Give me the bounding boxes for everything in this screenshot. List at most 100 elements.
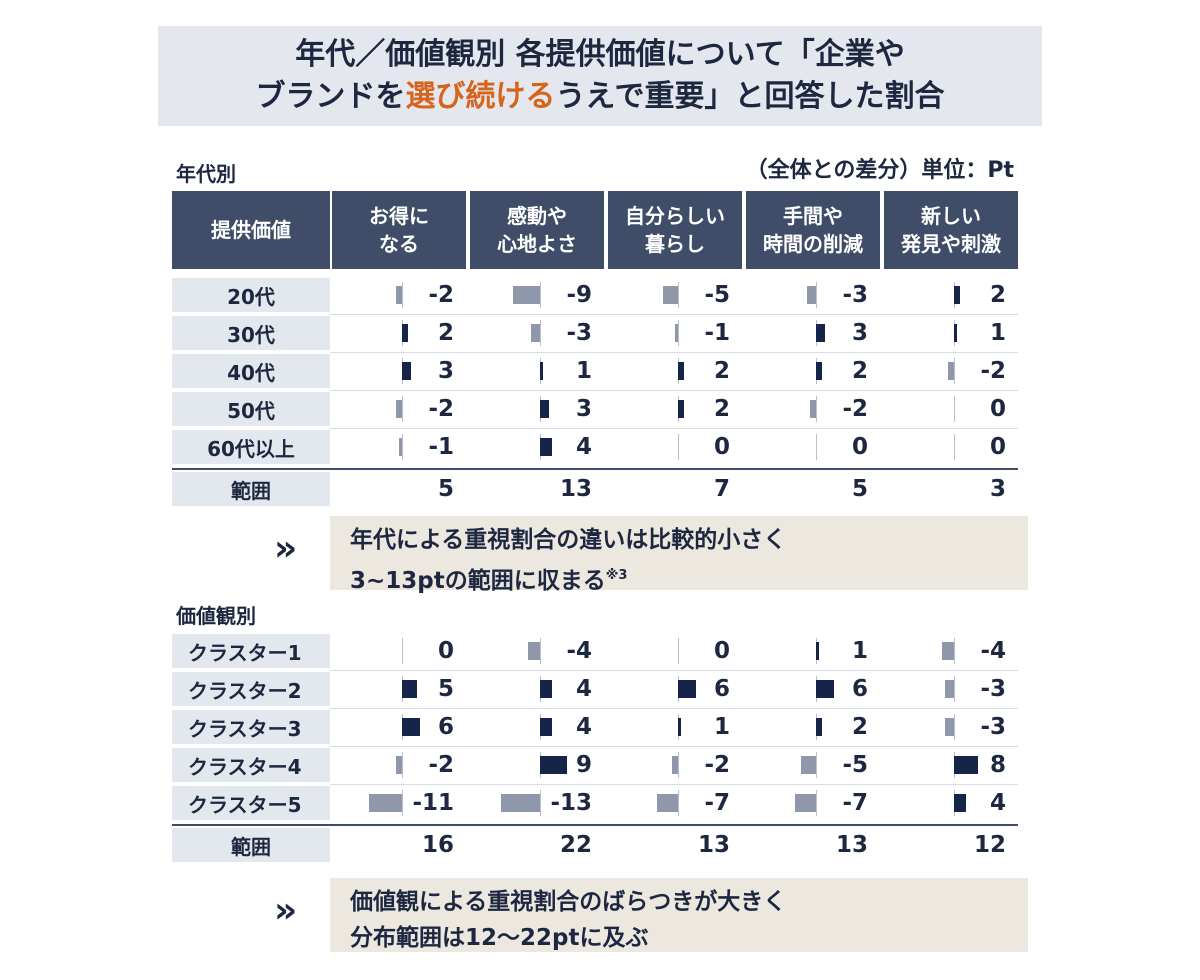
- age-cell: 2: [746, 354, 880, 388]
- value-bar: [816, 680, 834, 698]
- age-cell: 3: [470, 392, 604, 426]
- age-cell: -9: [470, 278, 604, 312]
- value-bar: [954, 794, 966, 812]
- data-label: 0: [437, 638, 454, 664]
- age-cell: 3: [746, 316, 880, 350]
- row-divider: [330, 784, 1018, 785]
- age-row-label: 60代以上: [172, 430, 330, 464]
- cluster-cell: -4: [470, 634, 604, 668]
- data-label: 1: [851, 638, 868, 664]
- age-cell: -1: [608, 316, 742, 350]
- value-bar: [540, 362, 543, 380]
- zero-axis: [954, 638, 955, 664]
- data-label: -2: [428, 752, 454, 778]
- data-label: 4: [575, 714, 592, 740]
- age-range-label: 範囲: [172, 472, 330, 506]
- column-header-line-1: 感動や: [507, 204, 567, 228]
- age-range-cell: 3: [884, 472, 1018, 506]
- value-bar: [540, 718, 552, 736]
- data-label: 1: [575, 358, 592, 384]
- data-label: 0: [713, 434, 730, 460]
- cluster-cell: -2: [332, 748, 466, 782]
- data-label: -5: [704, 282, 730, 308]
- age-cell: 4: [470, 430, 604, 464]
- value-bar: [396, 286, 402, 304]
- data-label: -2: [980, 358, 1006, 384]
- column-header-line-1: 手間や: [783, 204, 843, 228]
- cluster-cell: 1: [608, 710, 742, 744]
- data-label: -3: [980, 714, 1006, 740]
- data-label: 0: [989, 396, 1006, 422]
- cluster-row-label: クラスター2: [172, 672, 330, 706]
- cluster-cell: 6: [332, 710, 466, 744]
- value-bar: [402, 324, 408, 342]
- data-label: -1: [428, 434, 454, 460]
- title-line-2-post: うえで重要」と回答した割合: [555, 79, 945, 114]
- age-cell: 1: [884, 316, 1018, 350]
- data-label: -2: [704, 752, 730, 778]
- data-label: 0: [851, 434, 868, 460]
- value-bar: [675, 324, 678, 342]
- value-bar: [528, 642, 540, 660]
- value-bar: [678, 362, 684, 380]
- zero-axis: [816, 790, 817, 816]
- range-value: 13: [697, 832, 730, 858]
- row-divider: [330, 746, 1018, 747]
- title-line-2: ブランドを選び続けるうえで重要」と回答した割合: [255, 76, 944, 118]
- cluster-cell: -3: [884, 672, 1018, 706]
- range-value: 3: [989, 476, 1006, 502]
- column-header-line-2: 暮らし: [645, 232, 705, 256]
- data-label: 6: [713, 676, 730, 702]
- zero-axis: [402, 790, 403, 816]
- chevron-icon: »: [274, 890, 298, 931]
- value-bar: [942, 642, 954, 660]
- zero-axis: [816, 282, 817, 308]
- value-bar: [948, 362, 954, 380]
- zero-axis: [678, 320, 679, 346]
- insight-note-age: 年代による重視割合の違いは比較的小さく 3~13ptの範囲に収まる※3: [330, 516, 1028, 594]
- value-bar: [954, 324, 957, 342]
- column-header-4: 手間や 時間の削減: [746, 191, 880, 269]
- cluster-range-cell: 22: [470, 828, 604, 862]
- value-bar: [540, 438, 552, 456]
- zero-axis: [954, 434, 955, 460]
- column-header-line-1: お得に: [369, 204, 429, 228]
- age-cell: 0: [746, 430, 880, 464]
- age-cell: 1: [470, 354, 604, 388]
- cluster-range-label: 範囲: [172, 828, 330, 862]
- zero-axis: [678, 790, 679, 816]
- data-label: 6: [437, 714, 454, 740]
- data-label: 8: [989, 752, 1006, 778]
- value-bar: [369, 794, 402, 812]
- data-label: 1: [713, 714, 730, 740]
- data-label: -13: [550, 790, 592, 816]
- title-highlight: 選び続ける: [405, 79, 556, 114]
- data-label: -7: [704, 790, 730, 816]
- value-bar: [396, 400, 402, 418]
- zero-axis: [954, 676, 955, 702]
- value-bar: [945, 718, 954, 736]
- range-value: 5: [851, 476, 868, 502]
- cluster-cell: -5: [746, 748, 880, 782]
- age-cell: -2: [746, 392, 880, 426]
- value-bar: [816, 324, 825, 342]
- data-label: 2: [713, 396, 730, 422]
- value-bar: [678, 400, 684, 418]
- zero-axis: [954, 358, 955, 384]
- zero-axis: [540, 320, 541, 346]
- cluster-cell: 6: [608, 672, 742, 706]
- age-cell: 0: [608, 430, 742, 464]
- age-cell: 2: [332, 316, 466, 350]
- row-divider: [330, 708, 1018, 709]
- zero-axis: [678, 282, 679, 308]
- range-value: 13: [559, 476, 592, 502]
- age-cell: 3: [332, 354, 466, 388]
- zero-axis: [816, 396, 817, 422]
- value-bar: [678, 718, 681, 736]
- data-label: 3: [575, 396, 592, 422]
- data-label: 2: [437, 320, 454, 346]
- column-header-line-2: 発見や刺激: [901, 232, 1001, 256]
- value-bar: [816, 642, 819, 660]
- zero-axis: [816, 752, 817, 778]
- range-value: 13: [835, 832, 868, 858]
